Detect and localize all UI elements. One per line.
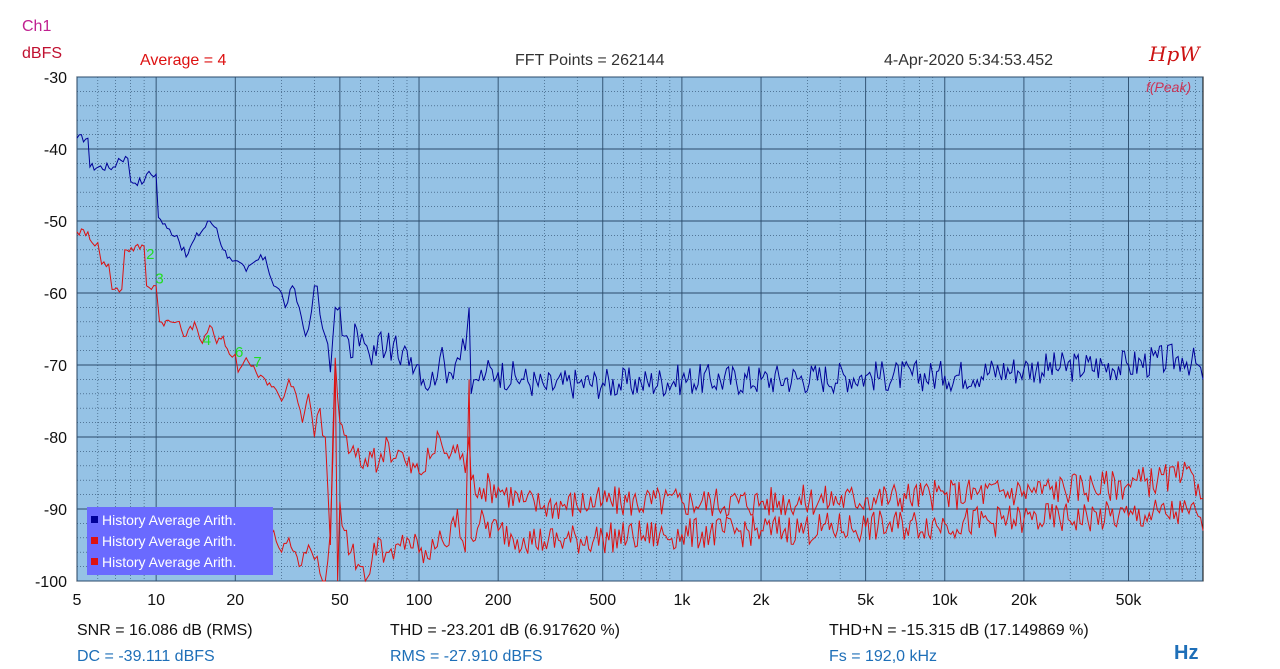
- fs-readout: Fs = 192,0 kHz: [829, 648, 938, 665]
- harmonic-marker: 4: [203, 332, 211, 349]
- thd-readout: THD = -23.201 dB (6.917620 %): [390, 622, 620, 639]
- x-tick-label: 100: [406, 592, 433, 609]
- timestamp-label: 4-Apr-2020 5:34:53.452: [884, 52, 1054, 69]
- x-tick-label: 500: [589, 592, 616, 609]
- hpw-logo: HpW: [1149, 42, 1200, 66]
- dc-readout: DC = -39.111 dBFS: [77, 648, 215, 665]
- legend-label: History Average Arith.: [102, 532, 237, 549]
- legend-swatch-blue-icon: [91, 516, 98, 523]
- x-unit-label: Hz: [1174, 642, 1199, 664]
- average-label: Average = 4: [140, 52, 227, 69]
- grid-lines: [76, 76, 1203, 582]
- series-group: [76, 134, 1204, 583]
- peak-label: f(Peak): [1146, 79, 1192, 95]
- legend-swatch-red-icon: [91, 537, 98, 544]
- legend-item: History Average Arith.: [87, 551, 273, 572]
- y-tick-labels: -30 -40 -50 -60 -70 -80 -90 -100: [35, 70, 67, 591]
- fft-points-label: FFT Points = 262144: [515, 52, 665, 69]
- x-tick-label: 10k: [932, 592, 959, 609]
- y-tick-label: -30: [44, 70, 67, 87]
- y-tick-label: -90: [44, 502, 67, 519]
- channel-label: Ch1: [22, 18, 52, 35]
- legend-label: History Average Arith.: [102, 511, 237, 528]
- harmonic-marker: 7: [253, 354, 261, 371]
- x-tick-label: 1k: [673, 592, 691, 609]
- x-tick-label: 20k: [1011, 592, 1038, 609]
- marker-group: 23 4 67: [146, 246, 262, 371]
- y-tick-label: -50: [44, 214, 67, 231]
- y-tick-label: -70: [44, 358, 67, 375]
- x-tick-label: 20: [226, 592, 244, 609]
- plot-area: [76, 76, 1204, 582]
- legend-label: History Average Arith.: [102, 553, 237, 570]
- x-tick-label: 50k: [1116, 592, 1143, 609]
- rms-readout: RMS = -27.910 dBFS: [390, 648, 543, 665]
- blue-series-line: [76, 134, 1204, 399]
- x-tick-label: 10: [147, 592, 165, 609]
- snr-readout: SNR = 16.086 dB (RMS): [77, 622, 253, 639]
- x-tick-label: 200: [485, 592, 512, 609]
- harmonic-marker: 3: [155, 271, 163, 288]
- x-tick-label: 2k: [753, 592, 771, 609]
- thdn-readout: THD+N = -15.315 dB (17.149869 %): [829, 622, 1089, 639]
- harmonic-marker: 6: [235, 344, 243, 361]
- legend-item: History Average Arith.: [87, 509, 273, 530]
- y-tick-label: -40: [44, 142, 67, 159]
- y-tick-label: -60: [44, 286, 67, 303]
- red-series-line: [255, 364, 1204, 583]
- y-tick-label: -100: [35, 574, 67, 591]
- legend-item: History Average Arith.: [87, 530, 273, 551]
- x-tick-label: 5k: [857, 592, 875, 609]
- harmonic-marker: 2: [146, 246, 154, 263]
- red-series-line: [76, 228, 1204, 546]
- y-tick-label: -80: [44, 430, 67, 447]
- legend: History Average Arith. History Average A…: [87, 507, 273, 575]
- x-tick-label: 50: [331, 592, 349, 609]
- x-tick-labels: 5 10 20 50 100 200 500 1k 2k 5k 10k 20k 50k: [73, 592, 1143, 609]
- unit-label: dBFS: [22, 45, 63, 62]
- x-tick-label: 5: [73, 592, 82, 609]
- legend-swatch-red-icon: [91, 558, 98, 565]
